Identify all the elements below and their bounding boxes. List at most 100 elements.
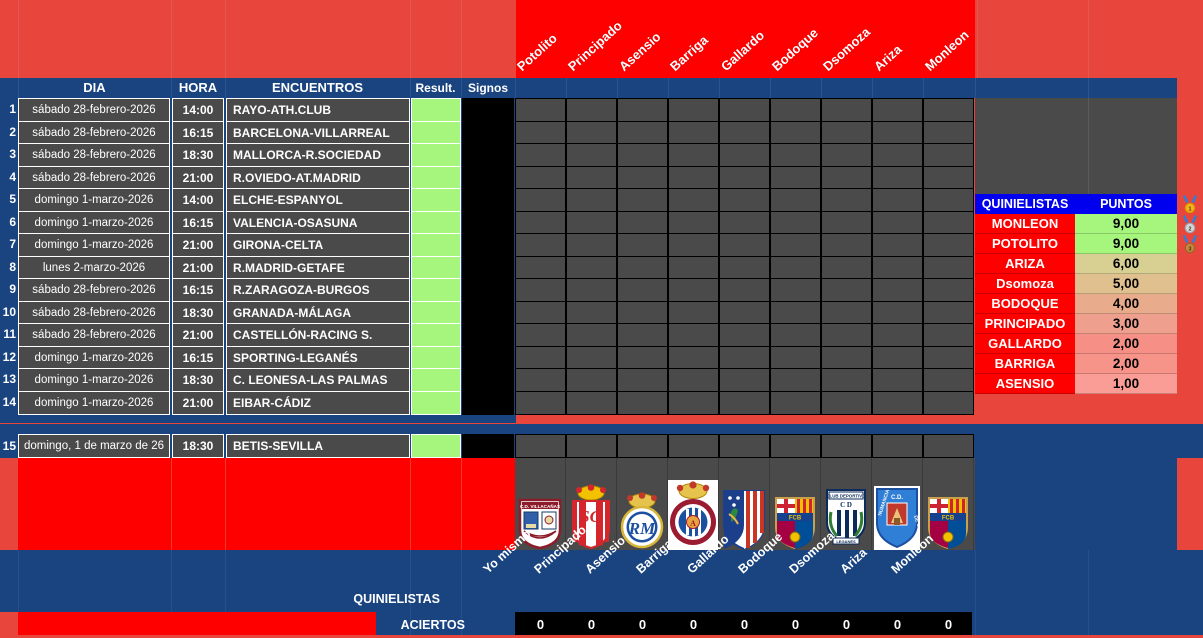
- pick-cell[interactable]: [923, 346, 974, 370]
- row15-pick-cell[interactable]: [566, 434, 617, 458]
- match-result-cell[interactable]: [411, 301, 461, 325]
- pick-cell[interactable]: [872, 368, 923, 392]
- match-result-cell[interactable]: [411, 166, 461, 190]
- match-result-cell[interactable]: [411, 323, 461, 347]
- pick-cell[interactable]: [719, 143, 770, 167]
- pick-cell[interactable]: [923, 391, 974, 415]
- pick-cell[interactable]: [770, 98, 821, 122]
- pick-cell[interactable]: [923, 211, 974, 235]
- row15-pick-cell[interactable]: [617, 434, 668, 458]
- pick-cell[interactable]: [566, 166, 617, 190]
- pick-cell[interactable]: [566, 301, 617, 325]
- pick-cell[interactable]: [872, 188, 923, 212]
- pick-cell[interactable]: [770, 143, 821, 167]
- pick-cell[interactable]: [515, 278, 566, 302]
- pick-cell[interactable]: [515, 233, 566, 257]
- pick-cell[interactable]: [821, 256, 872, 280]
- pick-cell[interactable]: [668, 166, 719, 190]
- pick-cell[interactable]: [668, 323, 719, 347]
- pick-cell[interactable]: [617, 143, 668, 167]
- pick-cell[interactable]: [719, 233, 770, 257]
- row15-pick-cell[interactable]: [923, 434, 974, 458]
- match-signos-cell[interactable]: [462, 121, 514, 145]
- pick-cell[interactable]: [617, 233, 668, 257]
- match-signos-cell[interactable]: [462, 143, 514, 167]
- pick-cell[interactable]: [821, 323, 872, 347]
- pick-cell[interactable]: [923, 143, 974, 167]
- pick-cell[interactable]: [719, 121, 770, 145]
- match-signos-cell[interactable]: [462, 256, 514, 280]
- match-result-cell[interactable]: [411, 121, 461, 145]
- pick-cell[interactable]: [821, 278, 872, 302]
- pick-cell[interactable]: [770, 391, 821, 415]
- pick-cell[interactable]: [566, 188, 617, 212]
- row15-pick-cell[interactable]: [770, 434, 821, 458]
- pick-cell[interactable]: [617, 121, 668, 145]
- pick-cell[interactable]: [872, 391, 923, 415]
- pick-cell[interactable]: [872, 301, 923, 325]
- pick-cell[interactable]: [668, 256, 719, 280]
- pick-cell[interactable]: [821, 143, 872, 167]
- pick-cell[interactable]: [821, 188, 872, 212]
- match-signos-cell[interactable]: [462, 98, 514, 122]
- pick-cell[interactable]: [515, 368, 566, 392]
- pick-cell[interactable]: [770, 166, 821, 190]
- pick-cell[interactable]: [668, 368, 719, 392]
- pick-cell[interactable]: [566, 233, 617, 257]
- pick-cell[interactable]: [515, 143, 566, 167]
- row15-pick-cell[interactable]: [719, 434, 770, 458]
- pick-cell[interactable]: [770, 233, 821, 257]
- pick-cell[interactable]: [770, 211, 821, 235]
- pick-cell[interactable]: [719, 391, 770, 415]
- pick-cell[interactable]: [821, 166, 872, 190]
- pick-cell[interactable]: [566, 98, 617, 122]
- pick-cell[interactable]: [770, 346, 821, 370]
- row15-pick-cell[interactable]: [872, 434, 923, 458]
- pick-cell[interactable]: [515, 188, 566, 212]
- pick-cell[interactable]: [821, 211, 872, 235]
- pick-cell[interactable]: [515, 301, 566, 325]
- pick-cell[interactable]: [668, 233, 719, 257]
- match-signos-cell[interactable]: [462, 346, 514, 370]
- pick-cell[interactable]: [770, 323, 821, 347]
- match-result-cell[interactable]: [411, 256, 461, 280]
- match-signos-cell[interactable]: [462, 211, 514, 235]
- match-result-cell[interactable]: [411, 391, 461, 415]
- pick-cell[interactable]: [872, 166, 923, 190]
- pick-cell[interactable]: [872, 211, 923, 235]
- pick-cell[interactable]: [770, 121, 821, 145]
- pick-cell[interactable]: [719, 211, 770, 235]
- pick-cell[interactable]: [515, 256, 566, 280]
- pick-cell[interactable]: [770, 278, 821, 302]
- pick-cell[interactable]: [821, 368, 872, 392]
- pick-cell[interactable]: [923, 121, 974, 145]
- pick-cell[interactable]: [617, 166, 668, 190]
- pick-cell[interactable]: [515, 166, 566, 190]
- pick-cell[interactable]: [617, 323, 668, 347]
- match-result-cell[interactable]: [411, 368, 461, 392]
- pick-cell[interactable]: [821, 233, 872, 257]
- pick-cell[interactable]: [617, 278, 668, 302]
- pick-cell[interactable]: [719, 98, 770, 122]
- match-result-cell[interactable]: [411, 211, 461, 235]
- pick-cell[interactable]: [617, 256, 668, 280]
- match-result-cell[interactable]: [411, 233, 461, 257]
- pick-cell[interactable]: [617, 98, 668, 122]
- pick-cell[interactable]: [770, 301, 821, 325]
- match-signos-cell[interactable]: [462, 323, 514, 347]
- pick-cell[interactable]: [515, 323, 566, 347]
- pick-cell[interactable]: [821, 98, 872, 122]
- pick-cell[interactable]: [719, 301, 770, 325]
- pick-cell[interactable]: [872, 98, 923, 122]
- pick-cell[interactable]: [872, 256, 923, 280]
- match-signos-cell[interactable]: [462, 368, 514, 392]
- pick-cell[interactable]: [923, 301, 974, 325]
- pick-cell[interactable]: [566, 323, 617, 347]
- pick-cell[interactable]: [668, 98, 719, 122]
- pick-cell[interactable]: [872, 233, 923, 257]
- pick-cell[interactable]: [668, 143, 719, 167]
- pick-cell[interactable]: [566, 211, 617, 235]
- pick-cell[interactable]: [566, 121, 617, 145]
- pick-cell[interactable]: [923, 98, 974, 122]
- row15-pick-cell[interactable]: [515, 434, 566, 458]
